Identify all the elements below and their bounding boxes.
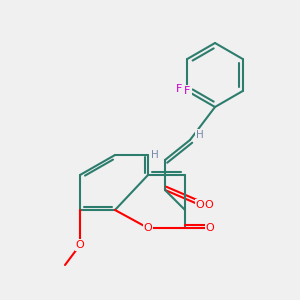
Text: O: O <box>206 223 214 233</box>
Text: F: F <box>176 84 182 94</box>
Text: O: O <box>205 200 213 210</box>
Text: O: O <box>196 200 204 210</box>
Text: H: H <box>151 150 159 160</box>
Text: H: H <box>196 130 204 140</box>
Text: O: O <box>76 240 84 250</box>
Text: O: O <box>144 223 152 233</box>
Text: F: F <box>184 86 190 96</box>
